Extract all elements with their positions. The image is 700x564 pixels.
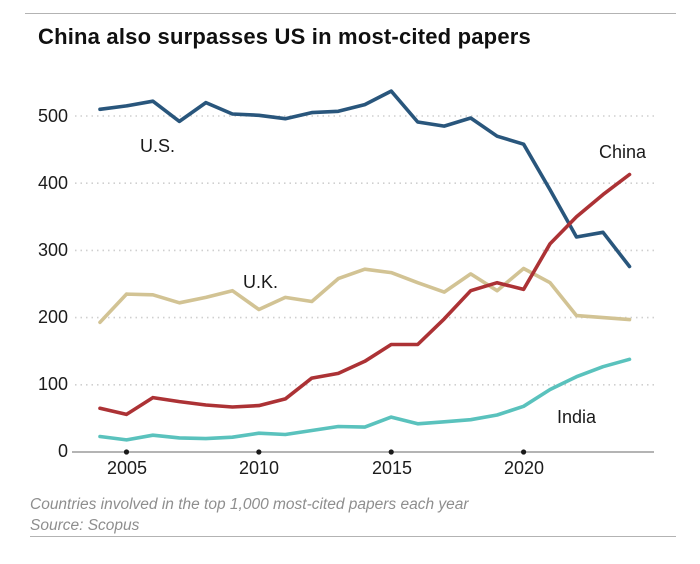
x-axis-tick-label: 2020 (503, 458, 545, 478)
x-axis-tick-label: 2010 (238, 458, 280, 478)
series-line-china (98, 172, 632, 417)
y-axis-tick-label: 500 (37, 106, 68, 126)
y-axis-tick-label: 300 (37, 240, 68, 260)
x-axis-tick-label: 2015 (371, 458, 413, 478)
chart-title: China also surpasses US in most-cited pa… (38, 24, 531, 49)
y-axis-tick-label: 400 (37, 173, 68, 193)
x-axis-tick-dot-2010 (256, 449, 262, 455)
x-axis-tick-dot-2015 (388, 449, 394, 455)
chart-source: Source: Scopus (30, 517, 140, 534)
series-line-us (98, 89, 632, 269)
y-axis-tick-label: 0 (57, 441, 68, 461)
top-divider (25, 13, 676, 14)
y-axis-tick-label: 200 (37, 307, 68, 327)
series-label-us: U.S. (140, 136, 176, 156)
chart-footnote: Countries involved in the top 1,000 most… (30, 496, 469, 513)
series-label-india: India (557, 407, 597, 427)
series-line-india (98, 357, 632, 442)
y-axis-tick-label: 100 (37, 374, 68, 394)
x-axis-tick-dot-2005 (123, 449, 130, 455)
x-axis-tick-dot-2020 (521, 449, 527, 455)
x-axis-tick-label: 2005 (106, 458, 148, 478)
series-line-uk (98, 266, 632, 325)
series-label-uk: U.K. (243, 272, 279, 292)
bottom-divider (30, 536, 676, 537)
series-label-china: China (599, 142, 647, 162)
